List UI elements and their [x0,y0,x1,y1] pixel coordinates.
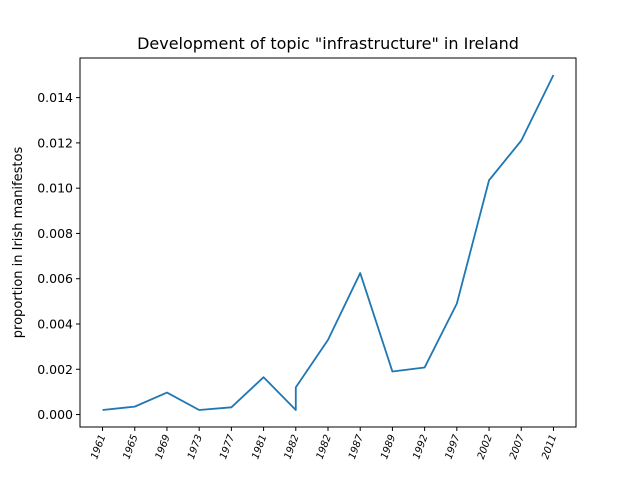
series-line [102,74,555,411]
data-point [134,406,136,408]
y-tick-label: 0.002 [37,362,73,377]
y-axis-label: proportion in Irish manifestos [11,147,26,339]
x-tick-label: 1969 [154,433,173,461]
y-tick-label: 0.012 [37,135,73,150]
x-tick-label: 1981 [250,433,269,461]
y-tick-label: 0.004 [37,316,73,331]
x-tick-label: 1961 [89,433,108,461]
y-tick-label: 0.014 [37,90,73,105]
data-points [102,74,555,411]
x-tick-label: 1987 [347,433,366,461]
x-axis: 1961 1965 1969 1973 1977 1981 1982 1982 1987 1989… [89,427,559,461]
plot-area [79,57,577,428]
chart-title: Development of topic "infrastructure" in… [137,34,519,53]
x-tick-label: 1997 [444,433,463,461]
y-tick-label: 0.006 [37,271,73,286]
x-tick-label: 1992 [411,433,430,461]
data-point [456,303,458,305]
data-point [520,140,522,142]
data-point [166,392,168,394]
x-tick-label: 1977 [218,433,237,461]
y-tick-label: 0.000 [37,407,73,422]
data-point [488,179,490,181]
data-point [391,371,393,373]
x-tick-label: 2002 [476,433,495,461]
data-point [327,339,329,341]
data-point [102,409,104,411]
data-point [230,406,232,408]
data-point [424,366,426,368]
data-point [295,386,297,388]
y-axis: 0.000 0.002 0.004 0.006 0.008 0.010 0.012 0.014 [37,90,80,422]
x-tick-label: 1973 [186,433,205,461]
x-tick-label: 1982 [315,433,334,461]
x-tick-label: 1965 [122,433,141,461]
data-point [263,376,265,378]
data-point [198,409,200,411]
x-tick-label: 1989 [379,433,398,461]
data-point [552,74,554,76]
x-tick-label: 2007 [508,433,527,461]
x-tick-label: 2011 [540,433,559,461]
y-tick-label: 0.010 [37,181,73,196]
data-point [359,272,361,274]
data-point [295,409,297,411]
y-tick-label: 0.008 [37,226,73,241]
x-tick-label: 1982 [283,433,302,461]
